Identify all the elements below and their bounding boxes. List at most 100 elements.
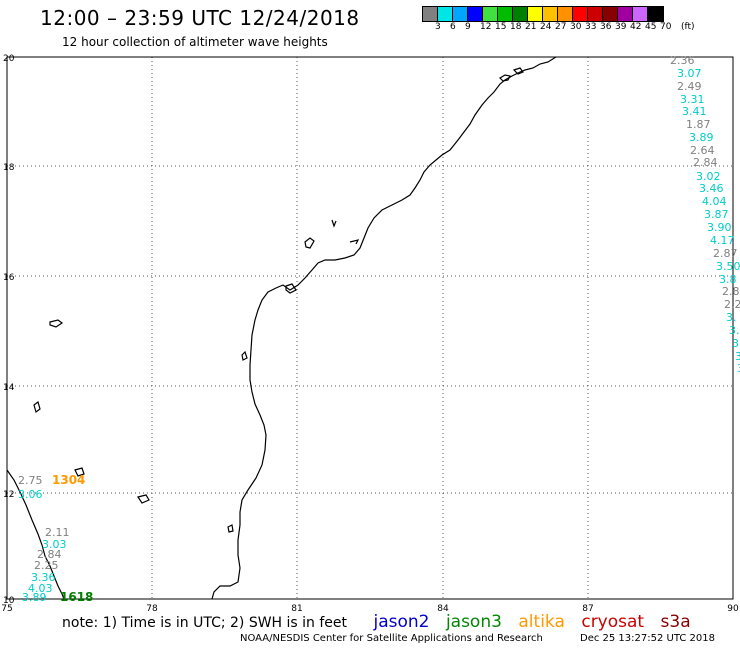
mission-legend: note: 1) Time is in UTC; 2) SWH is in fe… [62,612,703,632]
latitude-ticks: 20 18 16 14 12 10 [3,54,15,606]
color-swatch [588,7,603,21]
color-scale-label: 21 [525,22,537,32]
color-scale-label: 45 [645,22,657,32]
wave-height-label: 2.84 [37,548,62,561]
wave-height-label: 2.2 [724,298,740,311]
color-swatch [528,7,543,21]
wave-height-label: 1304 [52,473,85,487]
longitude-tick-label: 75 [1,604,12,614]
wave-height-label: 3.46 [699,182,724,195]
wave-height-label: 2.8 [722,285,740,298]
color-scale-label: 36 [600,22,612,32]
legend-note: note: 1) Time is in UTC; 2) SWH is in fe… [62,615,348,631]
wave-height-label: 3.36 [31,571,56,584]
legend-altika: altika [518,612,565,632]
wave-height-label: 3 [735,350,740,363]
wave-height-label: 3. [729,324,740,337]
color-swatch [423,7,438,21]
wave-height-label: 3.03 [42,538,67,551]
longitude-tick-label: 78 [146,604,158,614]
coastline [6,56,557,600]
color-scale-label: 18 [510,22,522,32]
wave-height-label: 2.11 [45,526,70,539]
wave-height-label: 3 [737,362,740,375]
wave-height-label: 3.8 [719,273,737,286]
wave-height-label: 3.41 [682,105,707,118]
color-scale-label: 9 [465,22,471,32]
color-swatch [558,7,573,21]
color-scale-label: 33 [585,22,597,32]
wave-height-label: 3.06 [18,488,43,501]
longitude-tick-label: 90 [727,604,739,614]
color-scale-label: 6 [450,22,456,32]
color-scale-label: 15 [495,22,507,32]
wave-height-label: 3.50 [716,260,740,273]
wave-height-label: 2.64 [690,144,715,157]
latitude-tick-label: 12 [3,490,14,500]
legend-jason3: jason3 [445,612,502,632]
wave-height-label: 3.31 [680,93,705,106]
color-scale-label: 27 [555,22,567,32]
latitude-tick-label: 10 [3,596,15,606]
color-swatch [618,7,633,21]
color-swatch [468,7,483,21]
color-swatch [513,7,528,21]
map-title: 12:00 – 23:59 UTC 12/24/2018 [40,6,360,30]
wave-height-label: 2.87 [713,247,738,260]
wave-height-label: 4.04 [702,195,727,208]
color-swatch [498,7,513,21]
wave-height-label: 3.89 [689,131,714,144]
color-swatch [543,7,558,21]
color-scale-labels: 3 6 9 12 15 18 21 24 27 30 33 36 39 42 45 70 (ft) [422,22,740,34]
wave-height-label: 2.84 [693,156,718,169]
longitude-ticks: 75 78 81 84 87 90 [1,604,739,614]
color-scale-label: 42 [630,22,642,32]
color-swatch [438,7,453,21]
map-subtitle: 12 hour collection of altimeter wave hei… [62,35,328,49]
wave-height-label: 2.49 [677,80,702,93]
color-swatch [603,7,618,21]
wave-height-label: 3.02 [696,170,721,183]
wave-height-observations: 2.363.072.493.313.411.873.892.642.843.02… [18,54,740,604]
color-swatch [633,7,648,21]
legend-s3a: s3a [660,612,691,632]
longitude-tick-label: 84 [437,604,449,614]
latitude-tick-label: 20 [3,54,15,64]
color-scale-bar [422,6,664,22]
latitude-tick-label: 14 [3,383,15,393]
footer-timestamp: Dec 25 13:27:52 UTC 2018 [580,633,715,644]
longitude-tick-label: 87 [582,604,593,614]
latitude-tick-label: 16 [3,273,15,283]
color-scale-unit: (ft) [681,22,695,32]
legend-jason2: jason2 [373,612,430,632]
color-swatch [648,7,663,21]
wave-height-label: 1.87 [686,118,711,131]
map-grid [7,57,733,599]
color-scale-label: 3 [435,22,441,32]
legend-cryosat: cryosat [581,612,645,632]
footer-credit: NOAA/NESDIS Center for Satellite Applica… [240,633,543,644]
color-scale-label: 12 [480,22,492,32]
color-swatch [453,7,468,21]
color-swatch [483,7,498,21]
color-scale-label: 39 [615,22,627,32]
latitude-tick-label: 18 [3,163,15,173]
map-frame [6,56,734,600]
color-scale-label: 30 [570,22,582,32]
wave-height-label: 3. [726,311,737,324]
wave-height-label: 2.25 [34,559,59,572]
wave-height-label: 1618 [60,590,93,604]
wave-height-label: 3.07 [677,67,702,80]
wave-height-label: 3.90 [707,221,732,234]
wave-height-label: 2.75 [18,474,43,487]
wave-height-label: 3 [732,337,739,350]
wave-height-label: 3.89 [22,591,47,604]
longitude-tick-label: 81 [291,604,302,614]
wave-height-label: 2.36 [670,54,695,67]
wave-height-label: 3.87 [704,208,729,221]
color-scale-label: 24 [540,22,552,32]
wave-height-label: 4.03 [28,582,53,595]
color-scale-label: 70 [660,22,672,32]
color-swatch [573,7,588,21]
